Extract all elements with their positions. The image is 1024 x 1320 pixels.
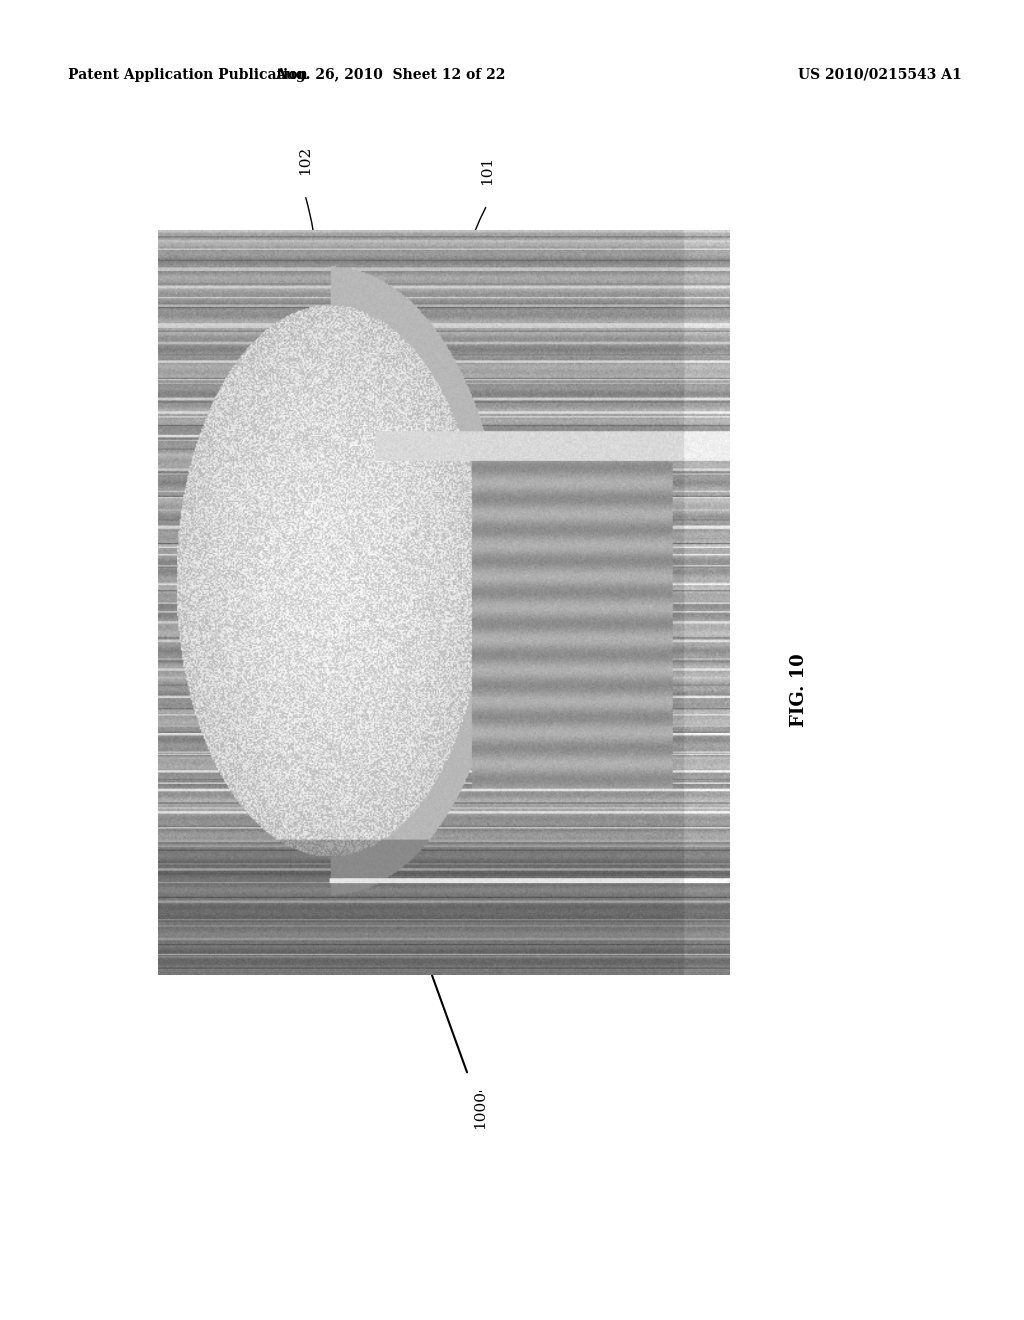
Text: 100μm: 100μm	[651, 308, 678, 317]
Text: 1000: 1000	[473, 1090, 487, 1129]
Text: FIG. 10: FIG. 10	[790, 653, 808, 727]
Text: HV: 5kV  Spot: 3.0  WD: 10mm  Det: ETD  Mag: 192X  2/19/2009  12:23 AM  4.0  MDH: HV: 5kV Spot: 3.0 WD: 10mm Det: ETD Mag:…	[725, 444, 729, 762]
Text: US 2010/0215543 A1: US 2010/0215543 A1	[798, 69, 962, 82]
Text: Aug. 26, 2010  Sheet 12 of 22: Aug. 26, 2010 Sheet 12 of 22	[274, 69, 505, 82]
Text: 102: 102	[298, 145, 312, 176]
Text: Patent Application Publication: Patent Application Publication	[68, 69, 307, 82]
Text: 101: 101	[480, 156, 494, 185]
